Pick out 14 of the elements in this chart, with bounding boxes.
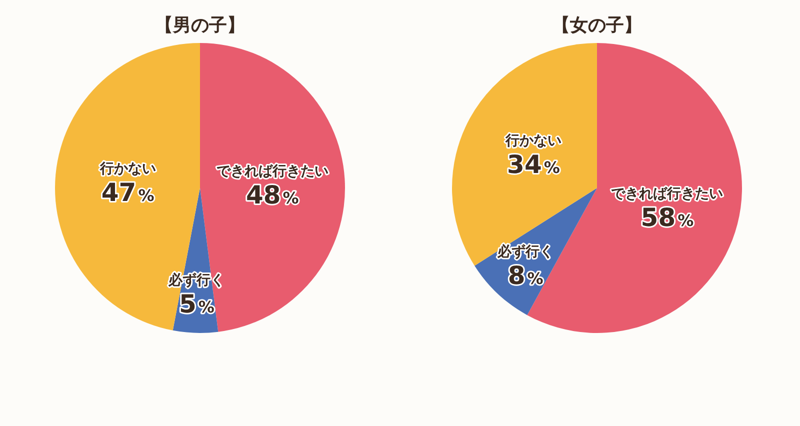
slice-label: 必ず行く <box>168 271 225 288</box>
data-label: 34% <box>507 150 560 180</box>
data-label: 47% <box>101 178 154 208</box>
data-label: 8% <box>508 261 544 290</box>
data-label: 48% <box>246 180 299 210</box>
slice-label: できれば行きたい <box>611 186 724 202</box>
slice-label: 行かない <box>504 133 562 150</box>
data-label: 5% <box>179 289 214 318</box>
slice-label: 行かない <box>98 161 156 178</box>
chart-title: 【男の子】 <box>155 15 245 36</box>
slice-label: できれば行きたい <box>216 163 328 180</box>
chart-title: 【女の子】 <box>552 15 642 36</box>
data-label: 58% <box>640 203 694 232</box>
slice-label: 必ず行く <box>496 243 554 260</box>
